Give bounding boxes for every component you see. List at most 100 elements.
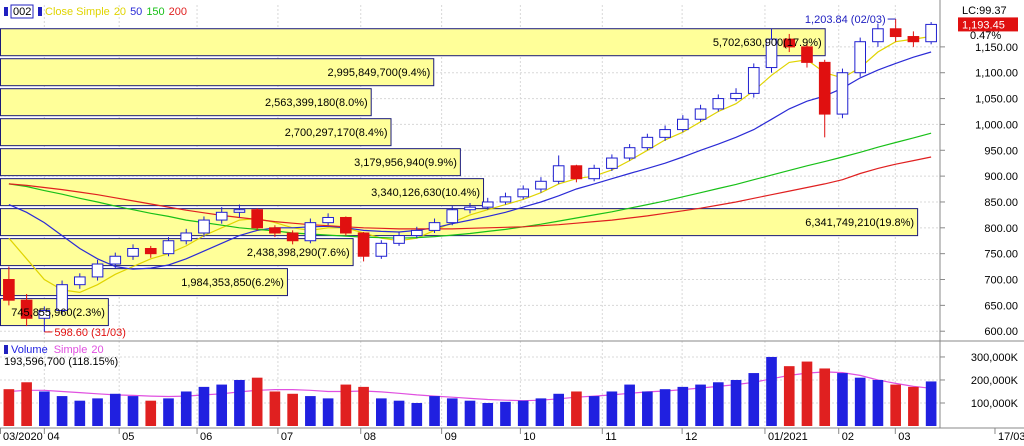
volume-bar — [340, 384, 352, 426]
symbol-box — [10, 4, 34, 19]
candle-body — [251, 209, 263, 229]
volume-bar — [606, 391, 618, 426]
candle-body — [428, 222, 441, 231]
candle-body — [144, 247, 157, 255]
volume-bar — [535, 398, 547, 426]
volume-profile-label: 3,179,956,940(9.9%) — [354, 157, 457, 169]
candle-body — [340, 216, 352, 234]
candle-body — [3, 279, 15, 301]
candle-body — [464, 206, 476, 211]
volume-bar — [234, 379, 245, 426]
volume-profile-bar — [0, 298, 109, 327]
x-tick-label: 08 — [364, 431, 376, 443]
y-tick-label: 650.00 — [984, 300, 1018, 312]
volume-bar — [287, 393, 298, 426]
volume-profile-bar — [0, 238, 354, 267]
legend-entry: 50 — [130, 6, 142, 18]
volume-bar — [446, 398, 458, 426]
volume-profile-bar — [0, 58, 435, 87]
y-tick-label: 100,000K — [971, 398, 1019, 410]
x-tick-label: 03/2020 — [3, 431, 43, 443]
volume-bar — [393, 400, 405, 426]
volume-bar — [92, 398, 103, 426]
candle-body — [198, 219, 210, 234]
candle-body — [304, 222, 317, 242]
candle-body — [91, 263, 104, 278]
candle-body — [552, 165, 565, 182]
candle-body — [180, 232, 193, 242]
candle-body — [20, 299, 33, 319]
volume-bar — [482, 402, 494, 426]
candle-body — [872, 28, 884, 43]
candle-body — [907, 36, 920, 43]
lc-label: LC:99.37 — [962, 5, 1007, 17]
candle-body — [56, 284, 68, 312]
moving-average-line — [8, 132, 932, 239]
volume-bar — [748, 373, 760, 426]
candle-body — [641, 136, 654, 149]
x-tick-label: 12 — [685, 431, 697, 443]
legend-entry: 200 — [169, 6, 187, 18]
price-legend: Close Simple 20 50 150 200 — [45, 6, 187, 18]
y-tick-label: 700.00 — [984, 275, 1018, 287]
x-tick-label: 05 — [122, 431, 134, 443]
candle-body — [109, 255, 122, 265]
volume-bar — [517, 400, 529, 426]
volume-profile-bar — [0, 118, 392, 147]
volume-profile-bar — [0, 148, 461, 177]
volume-bar — [659, 389, 671, 426]
moving-average-line — [8, 51, 932, 270]
volume-bar — [358, 386, 369, 426]
volume-bar — [588, 396, 600, 426]
volume-bar — [872, 379, 884, 426]
legend-entry: 20 — [91, 344, 103, 356]
candle-body — [535, 180, 547, 190]
candle-body — [677, 118, 689, 131]
volume-bar — [837, 373, 848, 426]
moving-average-layer — [8, 35, 932, 402]
candle-body — [606, 157, 618, 169]
legend-label: Close Simple — [45, 6, 110, 18]
volume-bar — [925, 381, 937, 426]
volume-bar — [464, 400, 476, 426]
candle-body — [659, 129, 671, 138]
candle-body — [747, 67, 760, 94]
volume-profile-bar — [0, 88, 372, 117]
candle-body — [481, 201, 494, 208]
label-layer: 600.00 650.00 700.00 750.00 800.00 850.00 900.… — [3, 14, 1024, 443]
volume-bar — [39, 391, 50, 426]
y-tick-label: 200,000K — [971, 375, 1019, 387]
volume-bar — [642, 391, 653, 426]
volume-average-line — [8, 371, 932, 402]
x-tick-label: 09 — [445, 431, 457, 443]
x-tick-label: 11 — [605, 431, 616, 443]
volume-bar — [429, 396, 440, 426]
symbol: 002 — [13, 6, 31, 18]
y-tick-label: 800.00 — [984, 223, 1018, 235]
volume-bar — [109, 393, 121, 426]
volume-bar — [21, 382, 32, 426]
last-close-label: 1,193.45 — [962, 19, 1005, 31]
candle-body — [854, 41, 867, 74]
y-tick-label: 850.00 — [984, 197, 1018, 209]
candle-body — [375, 242, 388, 257]
y-tick-label: 1,100.00 — [975, 68, 1018, 80]
candle-body — [286, 232, 299, 242]
volume-bar — [269, 391, 281, 426]
y-tick-label: 1,050.00 — [975, 94, 1018, 106]
x-tick-label: 02 — [842, 431, 854, 443]
volume-bar — [411, 402, 423, 426]
x-tick-label: 17/03 — [998, 431, 1024, 443]
legend-swatch — [4, 345, 8, 354]
legend-entry: 20 — [114, 6, 126, 18]
moving-average-line — [8, 156, 932, 230]
candle-body — [836, 72, 849, 115]
volume-profile-bar — [0, 28, 826, 57]
legend-entry: Simple — [54, 344, 88, 356]
last-close-box — [958, 17, 1018, 32]
candle-body — [393, 235, 405, 244]
volume-bar — [376, 398, 387, 426]
candle-body — [889, 28, 902, 38]
legend-entry: 150 — [146, 6, 164, 18]
